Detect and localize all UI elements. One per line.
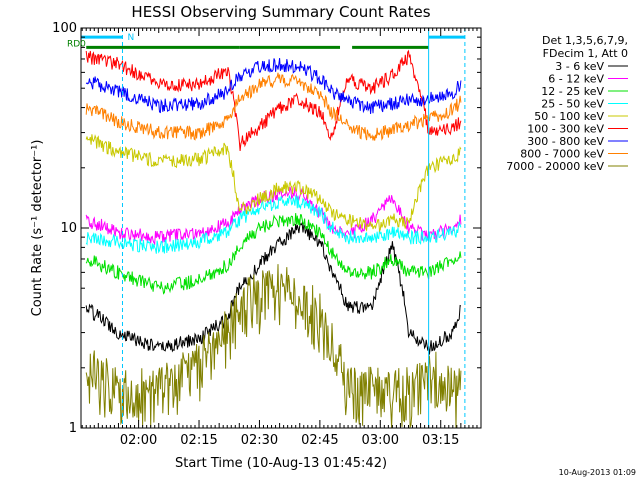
series-line-6 (85, 58, 462, 115)
y-tick-label: 100 (52, 21, 77, 36)
legend-label-6: 300 - 800 keV (527, 135, 604, 148)
legend-label-8: 7000 - 20000 keV (506, 160, 604, 173)
legend-header: FDecim 1, Att 0 (543, 47, 628, 60)
series-line-5 (85, 49, 462, 152)
axes: RD0 N 1 10 100 02:00 02:15 02:30 02:45 03:00 03:15 (52, 21, 482, 448)
legend-label-5: 100 - 300 keV (527, 123, 604, 136)
series-line-7 (85, 72, 462, 141)
x-tick-label: 02:30 (241, 433, 278, 448)
x-tick-label: 03:00 (362, 433, 399, 448)
footer-timestamp: 10-Aug-2013 01:09 (559, 468, 636, 477)
legend-label-0: 3 - 6 keV (555, 60, 604, 73)
y-tick-label: 1 (69, 421, 77, 436)
x-tick-label: 03:15 (422, 433, 459, 448)
legend-header: Det 1,3,5,6,7,9, (542, 34, 628, 47)
y-axis-label: Count Rate (s⁻¹ detector⁻¹) (30, 140, 45, 317)
x-tick-label: 02:45 (301, 433, 338, 448)
annotation-n: N (127, 33, 134, 43)
chart-title: HESSI Observing Summary Count Rates (131, 3, 430, 21)
legend-label-1: 6 - 12 keV (548, 73, 604, 86)
series-line-2 (85, 213, 462, 295)
x-tick-label: 02:00 (120, 433, 157, 448)
series-line-0 (85, 221, 462, 355)
x-axis-label: Start Time (10-Aug-13 01:45:42) (175, 456, 387, 471)
plot-area (80, 28, 466, 429)
y-tick-label: 10 (60, 221, 77, 236)
x-tick-label: 02:15 (180, 433, 217, 448)
legend-label-4: 50 - 100 keV (534, 110, 604, 123)
legend: Det 1,3,5,6,7,9,FDecim 1, Att 03 - 6 keV… (506, 34, 628, 173)
legend-label-2: 12 - 25 keV (541, 85, 604, 98)
annotation-rd0: RD0 (67, 39, 86, 49)
series-line-8 (85, 264, 462, 429)
legend-label-3: 25 - 50 keV (541, 98, 604, 111)
series-line-4 (85, 134, 462, 233)
series-line-3 (85, 194, 462, 254)
legend-label-7: 800 - 7000 keV (520, 148, 604, 161)
